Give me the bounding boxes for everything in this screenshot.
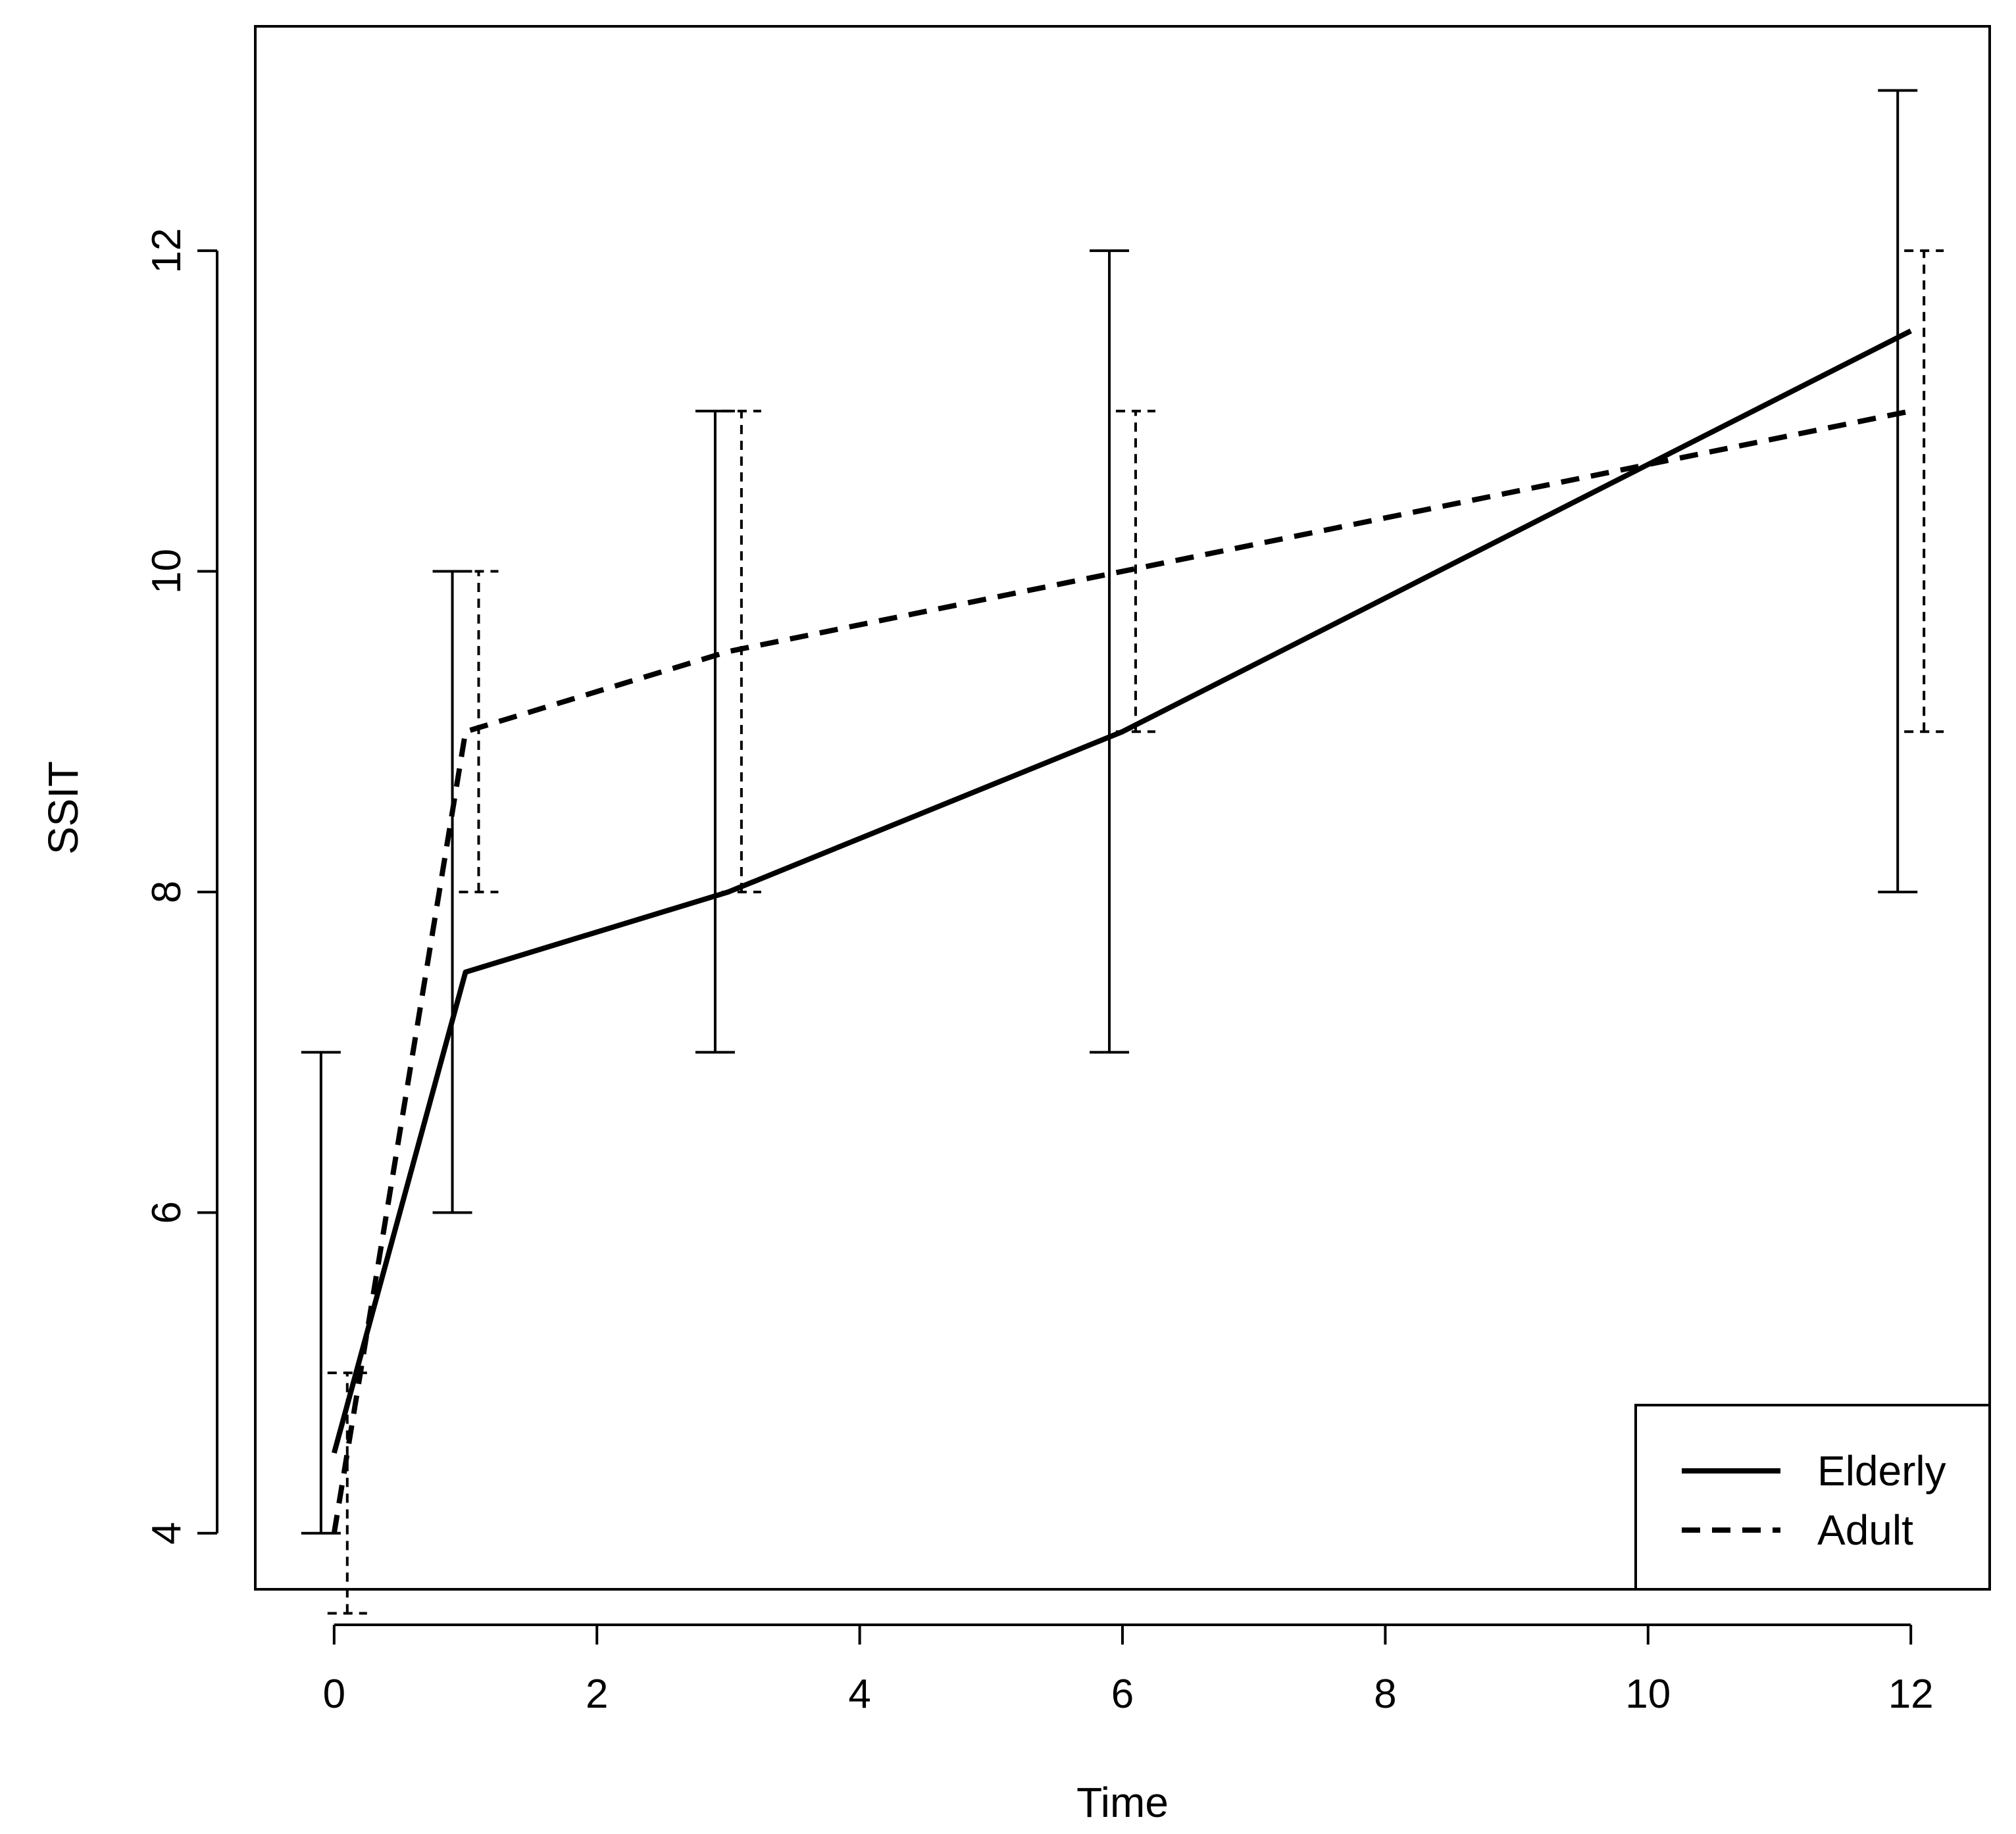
x-tick-label: 8	[1374, 1672, 1396, 1717]
y-tick-label: 6	[144, 1201, 189, 1224]
y-tick-label: 12	[144, 228, 189, 274]
series-lines	[331, 328, 1912, 1534]
x-tick-label: 2	[586, 1672, 608, 1717]
y-axis-title: SSIT	[39, 761, 87, 855]
error-bars	[301, 89, 1944, 1615]
y-tick-label: 8	[144, 881, 189, 903]
legend-label-elderly: Elderly	[1817, 1447, 1946, 1495]
x-tick-label: 10	[1625, 1672, 1671, 1717]
x-axis-title: Time	[1076, 1779, 1169, 1826]
y-tick-label: 4	[144, 1522, 189, 1544]
y-axis: 4 6 8 10 12	[144, 228, 218, 1545]
x-axis: 0 2 4 6 8 10 12	[323, 1623, 1934, 1717]
plot-frame	[254, 25, 1991, 1591]
x-tick-label: 12	[1888, 1672, 1934, 1717]
legend-label-adult: Adult	[1817, 1506, 1913, 1554]
series-line-adult	[331, 408, 1911, 1534]
x-tick-label: 0	[323, 1672, 345, 1717]
legend: Elderly Adult	[1634, 1404, 1991, 1591]
y-tick-label: 10	[144, 549, 189, 594]
x-tick-label: 4	[848, 1672, 870, 1717]
legend-box	[1634, 1404, 1991, 1591]
x-tick-label: 6	[1111, 1672, 1134, 1717]
series-line-elderly	[331, 328, 1912, 1454]
